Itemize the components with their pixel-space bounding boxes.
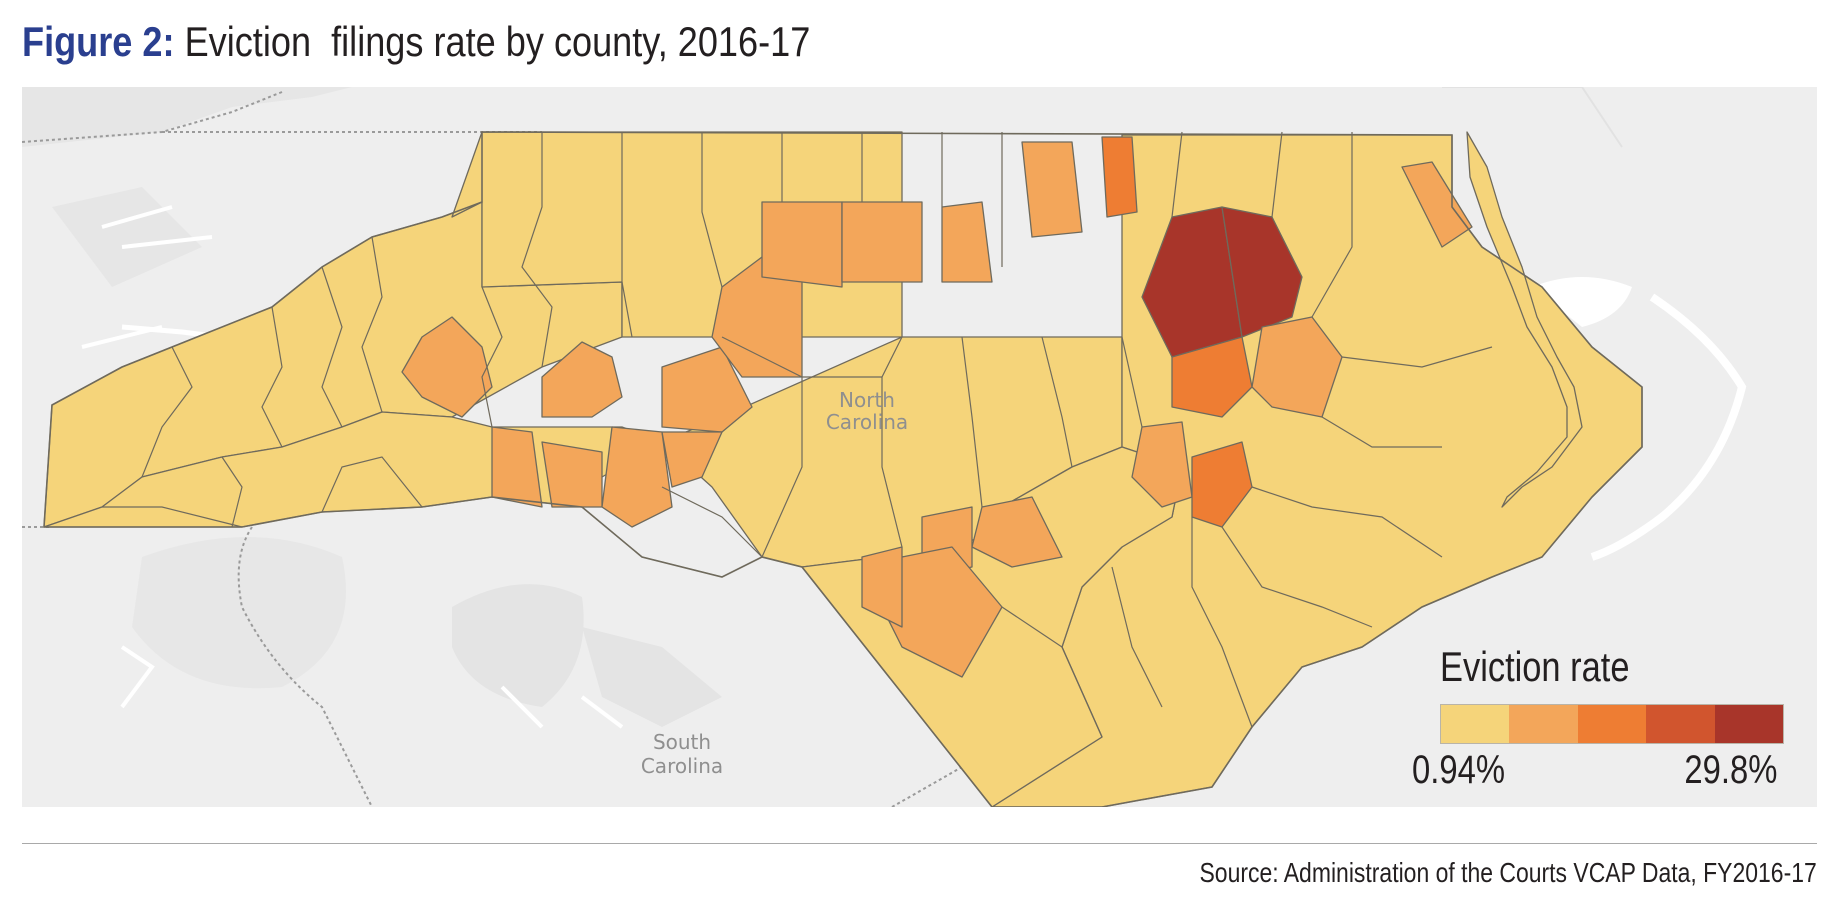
neighbor-state-label: South (653, 730, 711, 754)
legend-bin-4 (1646, 705, 1715, 743)
state-label-line2: Carolina (826, 410, 908, 434)
outer-banks (1466, 131, 1583, 508)
state-label: North (839, 388, 895, 412)
legend-bin-3 (1577, 705, 1647, 743)
county-rowan-area (661, 431, 723, 488)
county-person-area (1021, 141, 1083, 238)
county-pasquotank-area (1401, 161, 1473, 248)
state-outline (43, 131, 1643, 807)
source-note: Source: Administration of the Courts VCA… (1199, 857, 1817, 888)
county-alamance-area (841, 201, 923, 283)
figure-label: Figure 2: (22, 18, 175, 65)
divider (22, 843, 1817, 844)
legend-max-label: 29.8% (1683, 748, 1777, 792)
county-hickory-area (541, 341, 623, 418)
county-wayne-area (1191, 441, 1253, 528)
map-panel[interactable]: North Carolina South Carolina Eviction r… (22, 87, 1817, 807)
county-scotland-area (861, 546, 903, 628)
county-orange-area (941, 201, 993, 283)
county-guilford-area (761, 201, 843, 288)
legend-title: Eviction rate (1440, 643, 1630, 690)
county-borders (102, 131, 1493, 738)
choropleth-map[interactable]: North Carolina South Carolina (22, 87, 1817, 807)
county-vance-area (1101, 136, 1138, 218)
legend-bin-2 (1509, 705, 1578, 743)
legend-color-bar (1440, 704, 1784, 744)
legend-min-label: 0.94% (1412, 748, 1506, 792)
county-harnett-area (1131, 421, 1193, 508)
neighbor-state-label-line2: Carolina (641, 754, 723, 778)
county-wake-area (1221, 206, 1303, 338)
county-asheville-area (401, 316, 493, 418)
legend-bin-1 (1441, 705, 1510, 743)
figure-title-text: Eviction filings rate by county, 2016-17 (184, 18, 811, 65)
county-mecklenburg-area (541, 441, 603, 508)
county-statesville-area (661, 346, 753, 433)
county-gaston-area (491, 426, 543, 508)
county-cumberland-area (971, 496, 1063, 568)
county-johnston-area (1171, 336, 1253, 418)
county-cabarrus-area (601, 426, 673, 528)
figure-title: Figure 2: Eviction filings rate by count… (22, 14, 810, 70)
legend-bin-5 (1714, 705, 1784, 743)
